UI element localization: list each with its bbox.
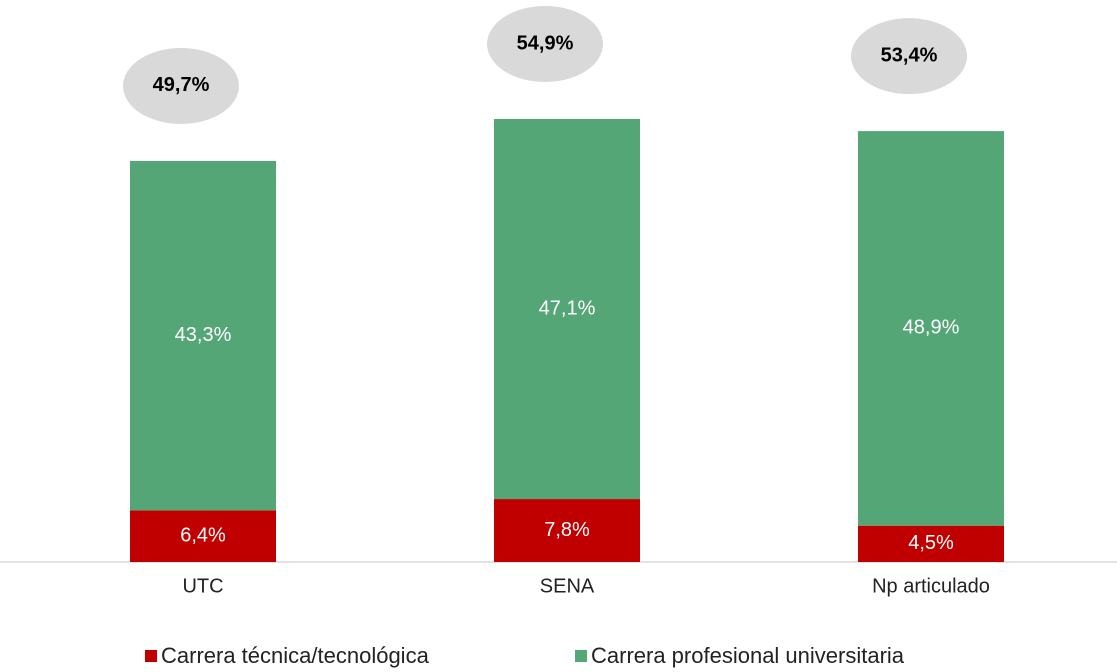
value-label: 4,5% [908, 532, 954, 554]
bar-segment [130, 510, 276, 562]
bar-segment [130, 160, 276, 511]
bar-segment [858, 131, 1004, 526]
legend-label: Carrera técnica/tecnológica [161, 643, 430, 668]
total-bubble [487, 6, 603, 82]
value-label: 7,8% [544, 519, 590, 541]
value-label: 47,1% [539, 297, 596, 319]
x-tick-label: SENA [540, 575, 595, 597]
bar-segment [494, 499, 640, 562]
legend-swatch [575, 650, 587, 662]
value-label: 6,4% [180, 524, 226, 546]
total-label: 49,7% [153, 74, 210, 96]
value-label: 43,3% [175, 324, 232, 346]
x-tick-label: Np articulado [872, 575, 990, 597]
total-bubble [851, 18, 967, 95]
bar-segment [494, 119, 640, 500]
x-tick-label: UTC [182, 575, 223, 597]
total-label: 53,4% [881, 44, 938, 66]
value-label: 48,9% [903, 317, 960, 339]
total-bubble [123, 47, 239, 124]
legend-label: Carrera profesional universitaria [591, 643, 905, 668]
legend-swatch [145, 650, 157, 662]
total-label: 54,9% [517, 32, 574, 54]
bar-segment [858, 525, 1004, 562]
